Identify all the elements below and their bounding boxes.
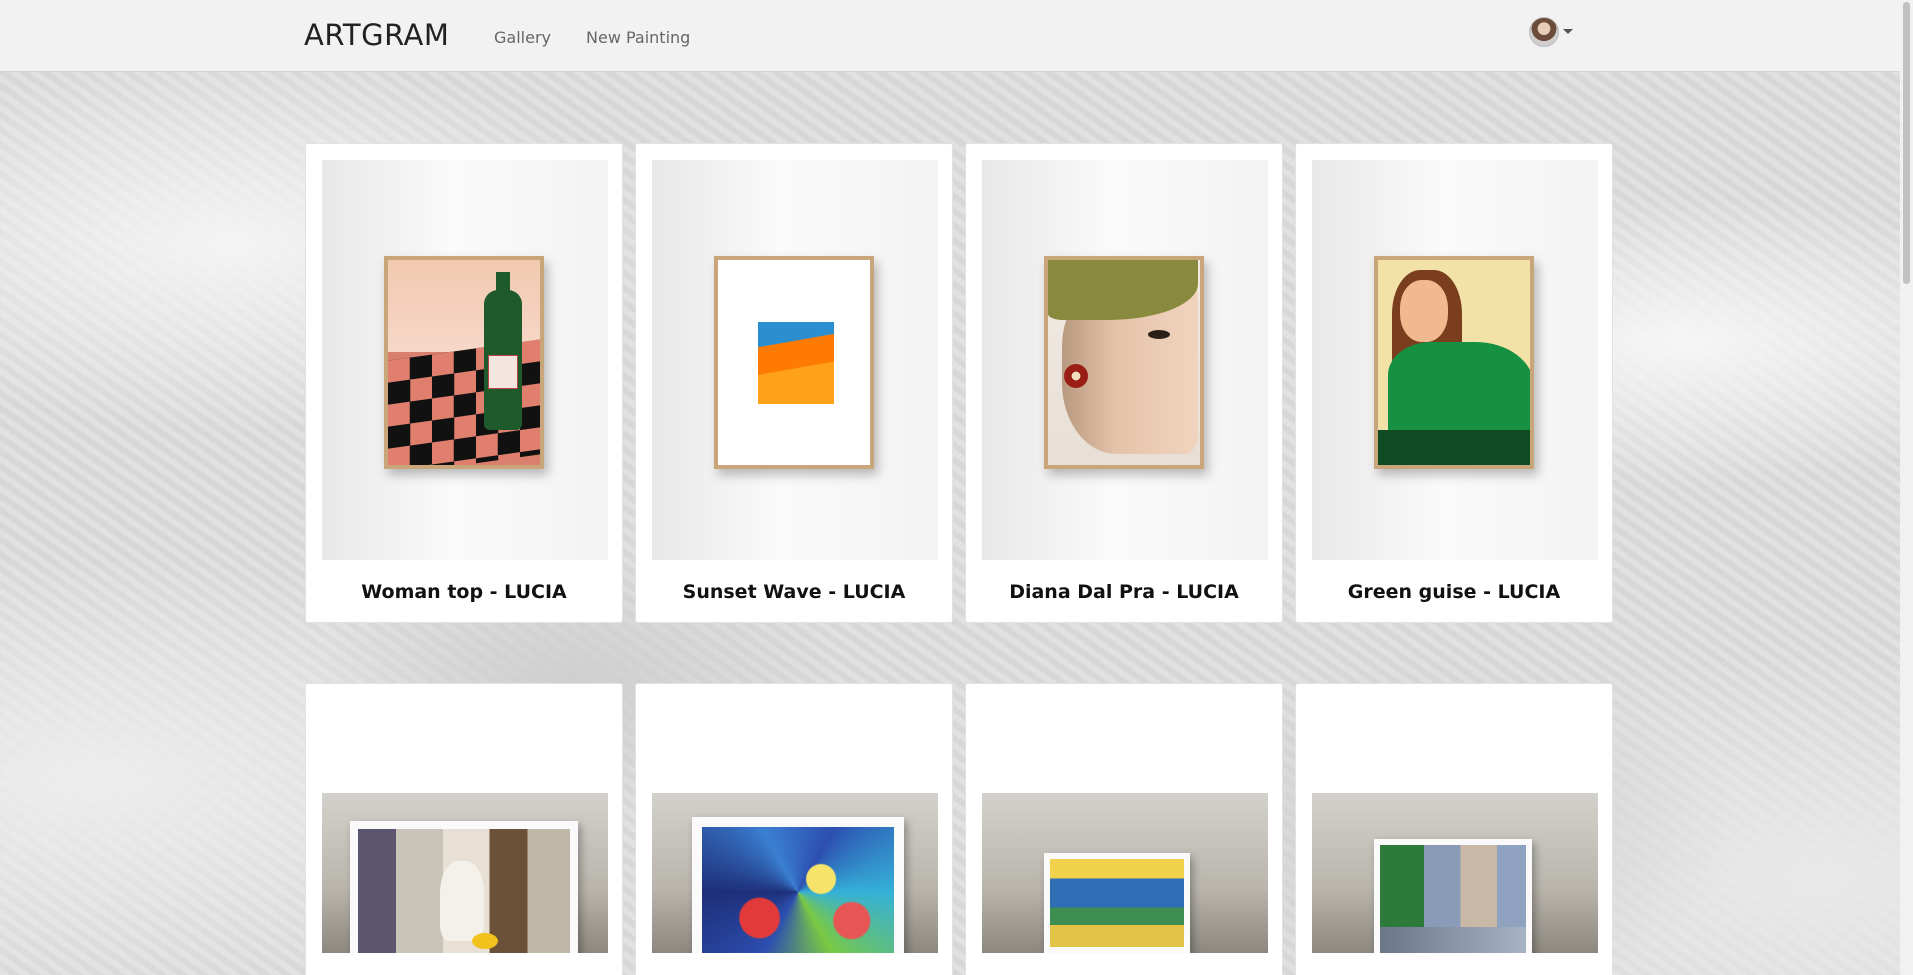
- poster-face: [1044, 256, 1204, 469]
- painting-thumbnail[interactable]: [982, 160, 1268, 560]
- poster-green-guise: [1374, 256, 1534, 469]
- painting-thumbnail[interactable]: [322, 793, 608, 953]
- painting-thumbnail[interactable]: [982, 793, 1268, 953]
- painting-card[interactable]: [965, 683, 1283, 975]
- painting-card[interactable]: Sunset Wave - LUCIA: [635, 143, 953, 623]
- nav-link-gallery[interactable]: Gallery: [494, 28, 551, 47]
- poster-sunset-wave: [714, 256, 874, 469]
- painting-card[interactable]: Green guise - LUCIA: [1295, 143, 1613, 623]
- painting-title[interactable]: Woman top - LUCIA: [361, 581, 567, 603]
- top-navbar: ARTGRAM Gallery New Painting: [0, 0, 1900, 72]
- painting-title[interactable]: Sunset Wave - LUCIA: [682, 581, 906, 603]
- canvas-abstract-fruit: [692, 817, 904, 953]
- painting-title[interactable]: Green guise - LUCIA: [1347, 581, 1561, 603]
- brand-logo[interactable]: ARTGRAM: [304, 18, 450, 52]
- canvas-street-scene: [1374, 839, 1532, 953]
- user-avatar-icon[interactable]: [1529, 17, 1559, 47]
- painting-thumbnail[interactable]: [652, 793, 938, 953]
- painting-card[interactable]: [305, 683, 623, 975]
- painting-card[interactable]: [1295, 683, 1613, 975]
- nav-link-new-painting[interactable]: New Painting: [586, 28, 691, 47]
- painting-thumbnail[interactable]: [652, 160, 938, 560]
- painting-card[interactable]: Woman top - LUCIA: [305, 143, 623, 623]
- canvas-still-life: [350, 821, 578, 953]
- painting-thumbnail[interactable]: [322, 160, 608, 560]
- canvas-landscape: [1044, 853, 1190, 953]
- painting-thumbnail[interactable]: [1312, 160, 1598, 560]
- poster-wine-bottle: [384, 256, 544, 469]
- page-scrollbar-thumb[interactable]: [1903, 2, 1910, 284]
- painting-title[interactable]: Diana Dal Pra - LUCIA: [1009, 581, 1239, 603]
- painting-card[interactable]: [635, 683, 953, 975]
- painting-thumbnail[interactable]: [1312, 793, 1598, 953]
- painting-card[interactable]: Diana Dal Pra - LUCIA: [965, 143, 1283, 623]
- caret-down-icon[interactable]: [1563, 29, 1573, 34]
